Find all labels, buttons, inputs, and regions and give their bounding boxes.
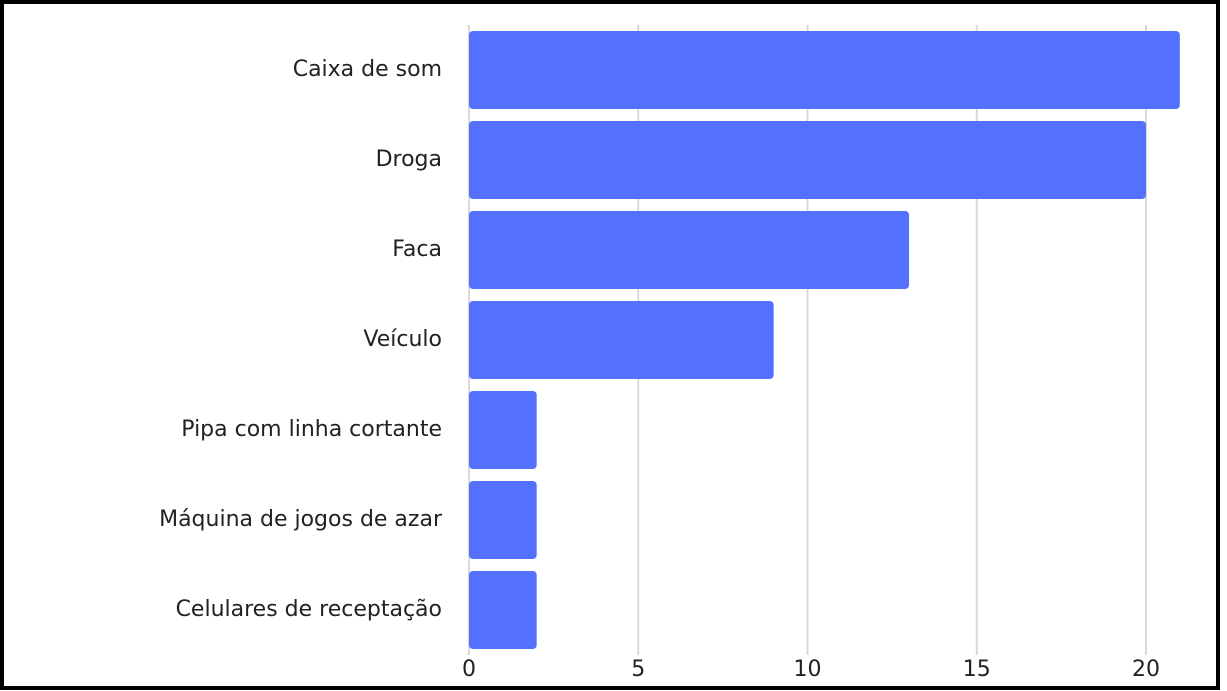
y-tick-label: Celulares de receptação (176, 597, 442, 622)
y-tick-label: Pipa com linha cortante (181, 417, 442, 442)
y-tick-label: Faca (392, 237, 442, 262)
bar (469, 301, 774, 379)
bar (469, 31, 1180, 109)
bar (469, 391, 537, 469)
bar (469, 571, 537, 649)
x-tick-label: 5 (631, 657, 645, 682)
x-tick-label: 15 (963, 657, 991, 682)
bar (469, 481, 537, 559)
y-tick-label: Caixa de som (293, 57, 442, 82)
bar (469, 211, 910, 289)
y-tick-label: Droga (376, 147, 442, 172)
x-tick-label: 20 (1132, 657, 1160, 682)
y-tick-label: Máquina de jogos de azar (159, 507, 443, 532)
y-tick-label: Veículo (363, 327, 442, 352)
bar (469, 121, 1146, 199)
x-tick-label: 10 (794, 657, 822, 682)
x-tick-label: 0 (462, 657, 476, 682)
